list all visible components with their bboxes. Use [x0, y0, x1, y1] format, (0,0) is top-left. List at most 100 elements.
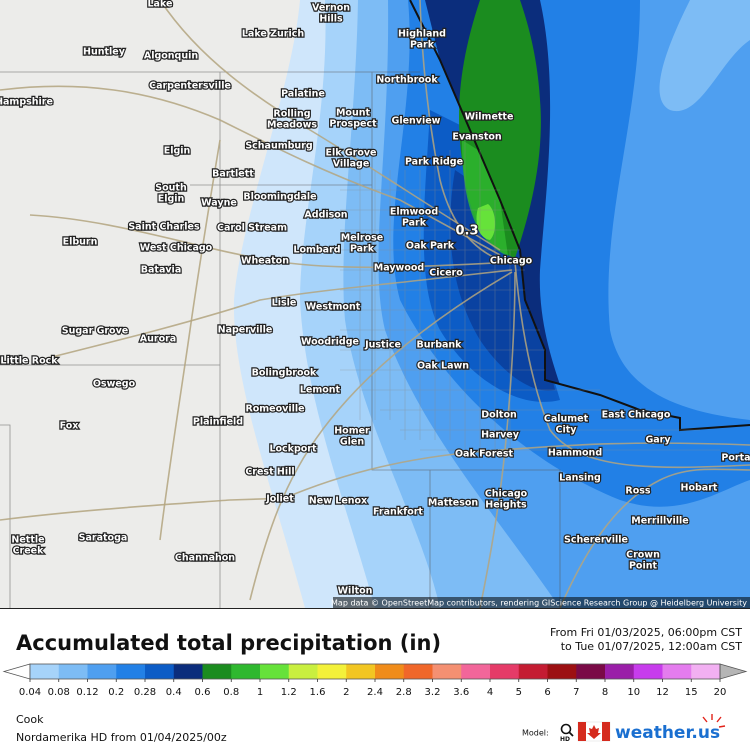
scale-swatch	[403, 664, 433, 679]
place-label: Mount	[336, 108, 371, 119]
place-label: Carol Stream	[217, 223, 287, 234]
region: Cook	[16, 713, 44, 726]
place-label: Algonquin	[144, 51, 199, 62]
place-label: Sugar Grove	[62, 326, 128, 337]
place-label: Little Rock	[0, 356, 58, 367]
place-label: Dolton	[481, 410, 517, 421]
place-label: Gary	[645, 435, 671, 446]
place-label: Hampshire	[0, 97, 53, 108]
scale-label: 5	[516, 687, 522, 698]
place-label: Addison	[304, 210, 347, 221]
place-label: West Chicago	[140, 243, 213, 254]
scale-label: 0.6	[195, 687, 211, 698]
period-end: to Tue 01/07/2025, 12:00am CST	[561, 640, 743, 653]
place-label: Cicero	[429, 268, 463, 279]
model-run: Nordamerika HD from 01/04/2025/00z	[16, 731, 227, 744]
place-label: Huntley	[83, 47, 126, 58]
scale-swatch	[58, 664, 88, 679]
place-label: Park	[350, 244, 375, 255]
place-label: Woodridge	[301, 337, 359, 348]
place-label: Lockport	[269, 444, 317, 455]
place-label: Rolling	[273, 109, 310, 120]
period-start: From Fri 01/03/2025, 06:00pm CST	[550, 626, 742, 639]
scale-swatch	[202, 664, 232, 679]
place-label: Evanston	[452, 132, 502, 143]
place-label: Fox	[60, 421, 79, 432]
place-label: Point	[629, 561, 658, 572]
attribution: Map data © OpenStreetMap contributors, r…	[331, 599, 747, 608]
scale-swatch	[375, 664, 405, 679]
place-label: Schaumburg	[245, 141, 312, 152]
scale-label: 10	[627, 687, 640, 698]
place-label: Batavia	[141, 265, 181, 276]
scale-label: 1	[257, 687, 263, 698]
place-label: Village	[333, 159, 370, 170]
scale-label: 0.8	[223, 687, 239, 698]
scale-swatch	[260, 664, 290, 679]
place-label: Nettle	[11, 535, 44, 546]
place-label: Prospect	[329, 119, 377, 130]
place-label: Merrillville	[631, 516, 688, 527]
place-label: Meadows	[267, 120, 317, 131]
scale-label: 0.04	[19, 687, 41, 698]
place-label: Lombard	[293, 245, 340, 256]
place-label: Heights	[485, 500, 527, 511]
place-label: Matteson	[428, 498, 479, 509]
street-grid	[340, 140, 720, 451]
place-label: Hammond	[548, 448, 602, 459]
scale-label: 8	[602, 687, 608, 698]
scale-label: 0.2	[108, 687, 124, 698]
place-label: New Lenox	[309, 496, 367, 507]
scale-swatch	[231, 664, 261, 679]
scale-swatch	[461, 664, 491, 679]
place-label: Vernon	[312, 3, 350, 14]
scale-label: 20	[714, 687, 727, 698]
place-label: Hobart	[681, 483, 718, 494]
scale-swatch	[116, 664, 146, 679]
brand-sun	[702, 714, 726, 728]
hd-icon: HD	[560, 723, 574, 743]
place-label: Chicago	[485, 489, 528, 500]
place-label: Elburn	[63, 237, 98, 248]
place-label: Crest Hill	[245, 467, 294, 478]
scale-swatch	[605, 664, 635, 679]
place-label: Lake	[148, 0, 173, 10]
scale-swatch	[30, 664, 60, 679]
place-label: Oswego	[93, 379, 136, 390]
road	[0, 497, 291, 521]
place-label: Oak Forest	[455, 449, 514, 460]
hd-mark: HD	[560, 736, 570, 743]
place-label: Homer	[334, 426, 370, 437]
lake-band	[659, 0, 750, 112]
county-border	[0, 71, 561, 608]
place-label: Bolingbrook	[252, 368, 317, 379]
road	[249, 271, 513, 601]
place-label: South	[155, 183, 187, 194]
place-label: Lemont	[300, 385, 341, 396]
place-label: Crown	[626, 550, 660, 561]
scale-label: 1.2	[281, 687, 297, 698]
scale-label: 7	[573, 687, 579, 698]
scale-label: 0.28	[134, 687, 156, 698]
place-label: Burbank	[417, 340, 463, 351]
place-label: Ross	[625, 486, 650, 497]
place-label: Wheaton	[241, 256, 289, 267]
scale-swatch	[87, 664, 117, 679]
place-label: Naperville	[218, 325, 273, 336]
flag	[577, 721, 611, 742]
place-label: Wilton	[338, 586, 373, 597]
place-label: Bloomingdale	[243, 192, 316, 203]
scale-label: 12	[656, 687, 669, 698]
place-label: Wilmette	[465, 112, 514, 123]
place-label: Wayne	[201, 198, 237, 209]
place-label: Frankfort	[373, 507, 423, 518]
place-label: Calumet	[544, 414, 589, 425]
place-label: Westmont	[306, 302, 361, 313]
scale-label: 0.08	[48, 687, 70, 698]
scale-label: 4	[487, 687, 493, 698]
place-label: Carpentersville	[149, 81, 231, 92]
place-label: Lisle	[272, 298, 297, 309]
